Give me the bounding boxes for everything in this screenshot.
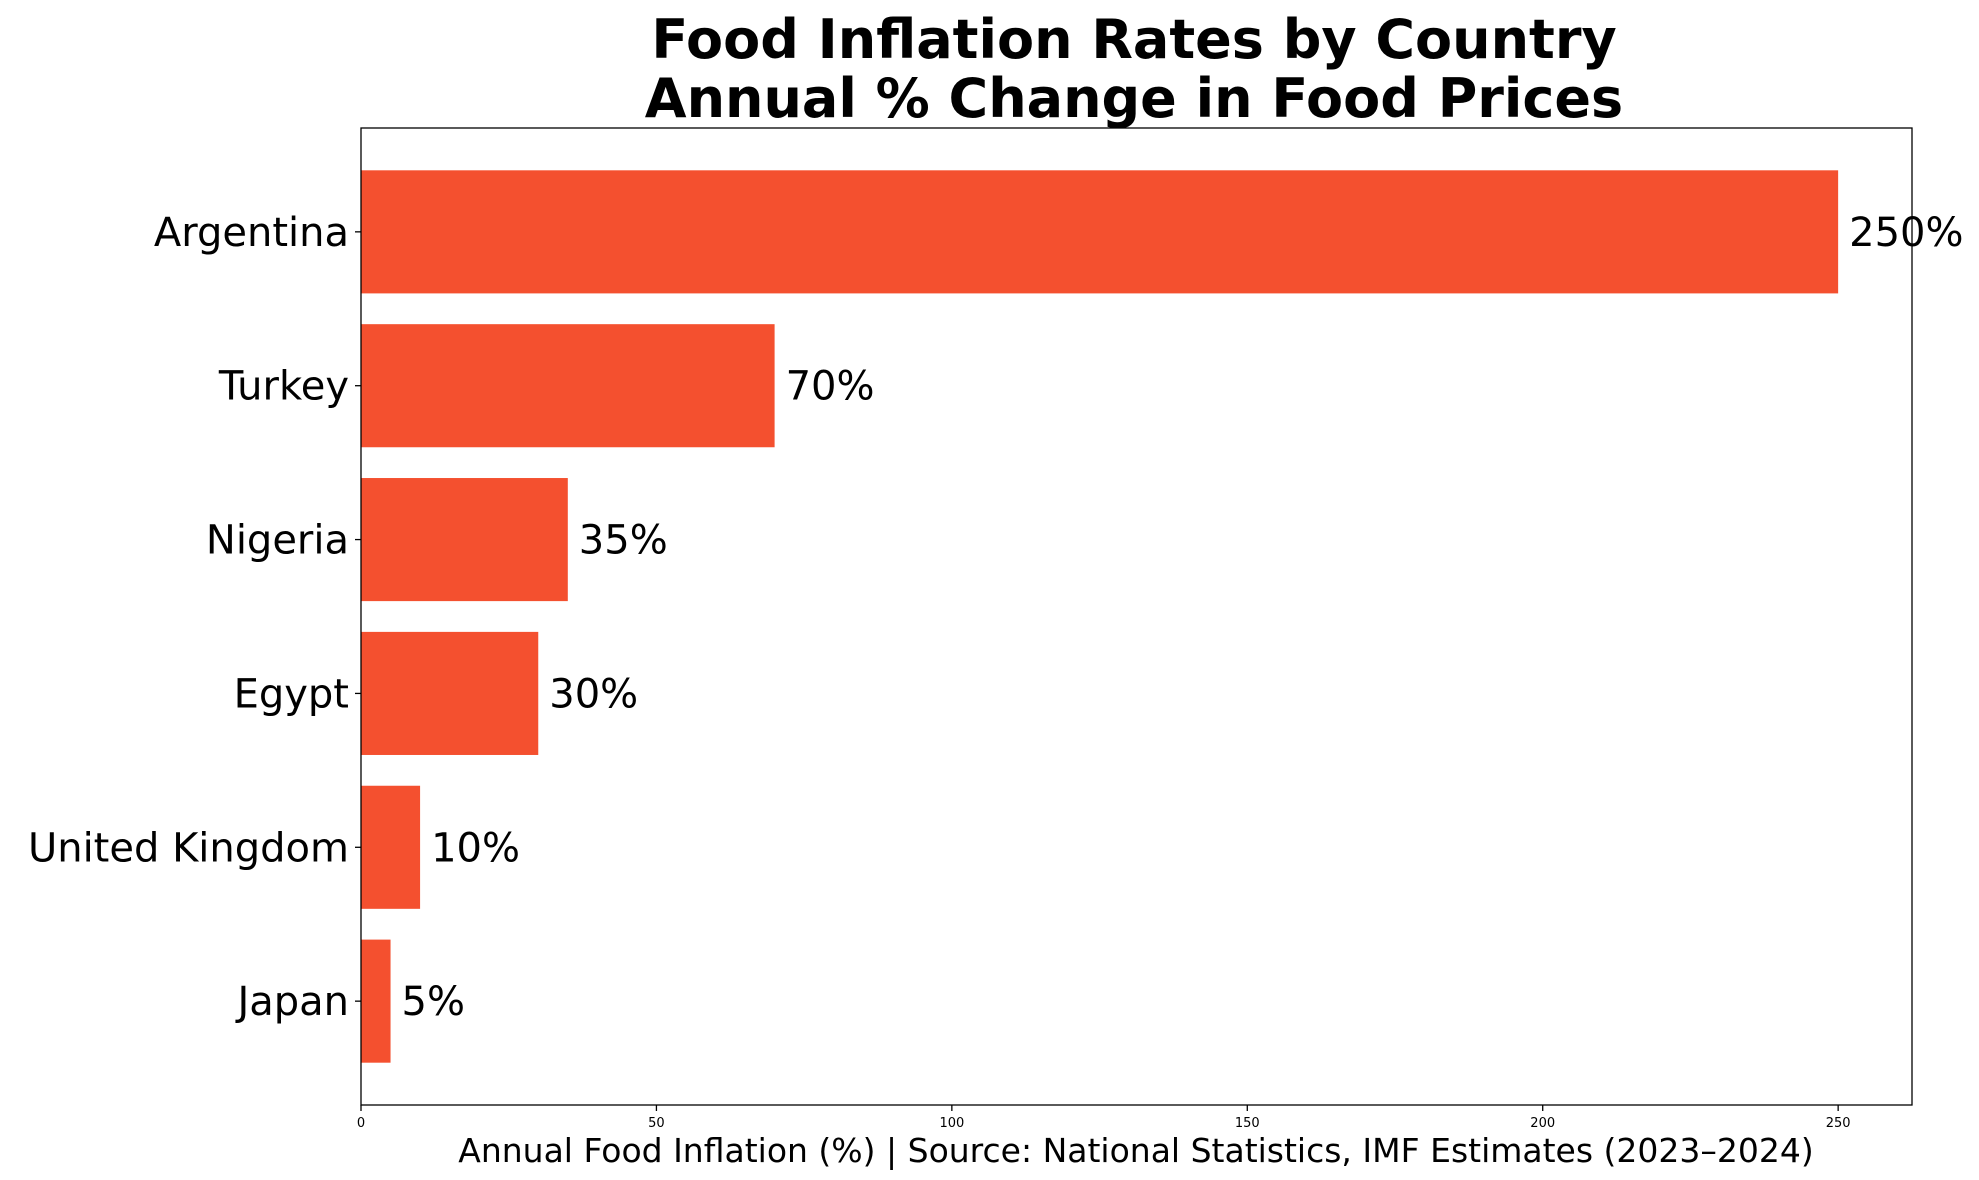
category-label-turkey: Turkey — [218, 364, 349, 410]
bar-argentina — [361, 170, 1839, 294]
value-label-argentina: 250% — [1849, 210, 1963, 256]
y-axis: Argentina Turkey Nigeria Egypt United Kingdo… — [28, 210, 361, 1025]
value-label-turkey: 70% — [786, 364, 875, 410]
category-label-united-kingdom: United Kingdom — [28, 825, 349, 871]
x-tick-label-100: 100 — [939, 1116, 964, 1131]
x-tick-label-250: 250 — [1826, 1116, 1851, 1131]
bar-egypt — [361, 631, 539, 755]
bar-united-kingdom — [361, 785, 421, 909]
bars: 250% 70% 35% 30% 10% 5% — [361, 170, 1964, 1063]
chart-title-line-2: Annual % Change in Food Prices — [645, 67, 1623, 130]
category-label-nigeria: Nigeria — [206, 518, 349, 564]
category-label-japan: Japan — [234, 979, 349, 1025]
x-axis-label: Annual Food Inflation (%) | Source: Nati… — [458, 1131, 1814, 1170]
x-axis: 0 50 100 150 200 250 — [357, 1105, 1851, 1131]
category-label-egypt: Egypt — [234, 671, 349, 717]
x-tick-label-150: 150 — [1235, 1116, 1260, 1131]
value-label-nigeria: 35% — [579, 518, 668, 564]
plot-frame — [360, 127, 1913, 1106]
value-label-japan: 5% — [402, 979, 465, 1025]
x-tick-label-200: 200 — [1530, 1116, 1555, 1131]
value-label-egypt: 30% — [549, 671, 638, 717]
x-tick-label-50: 50 — [648, 1116, 665, 1131]
value-label-united-kingdom: 10% — [431, 825, 520, 871]
bar-nigeria — [361, 478, 568, 602]
category-label-argentina: Argentina — [154, 210, 349, 256]
bar-japan — [361, 939, 391, 1063]
x-tick-label-0: 0 — [357, 1116, 365, 1131]
bar-turkey — [361, 324, 775, 448]
chart-title-line-1: Food Inflation Rates by Country — [651, 8, 1616, 71]
